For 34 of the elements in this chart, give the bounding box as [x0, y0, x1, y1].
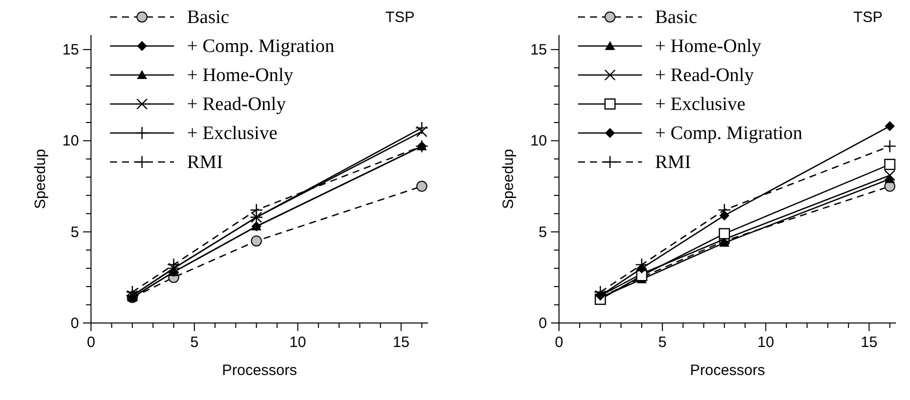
y-tick-label: 0 — [538, 315, 547, 332]
chart-title: TSP — [853, 9, 883, 26]
legend-label: RMI — [187, 152, 223, 173]
y-tick-label: 10 — [530, 132, 547, 150]
legend-label: + Read-Only — [655, 65, 754, 86]
y-tick-label: 10 — [62, 132, 79, 150]
x-tick-label: 10 — [757, 334, 774, 351]
legend-label: + Home-Only — [655, 36, 762, 57]
legend-label: Basic — [187, 7, 230, 28]
legend-label: + Comp. Migration — [655, 123, 803, 144]
legend-label: Basic — [655, 7, 698, 28]
legend-label: + Exclusive — [655, 94, 746, 115]
x-tick-label: 0 — [86, 334, 96, 351]
chart-title: TSP — [385, 9, 415, 26]
x-tick-label: 5 — [190, 334, 199, 351]
legend-label: RMI — [655, 152, 691, 173]
y-tick-label: 5 — [70, 224, 79, 241]
x-tick-label: 0 — [554, 334, 564, 351]
x-axis-title: Processors — [690, 362, 766, 379]
y-tick-label: 0 — [70, 315, 79, 332]
legend-label: + Exclusive — [187, 123, 278, 144]
y-axis-title: Speedup — [500, 148, 517, 210]
y-axis-title: Speedup — [32, 148, 49, 210]
legend-label: + Home-Only — [187, 65, 294, 86]
x-axis-title: Processors — [222, 362, 298, 379]
legend-label: + Read-Only — [187, 94, 286, 115]
y-tick-label: 5 — [538, 224, 547, 241]
x-tick-label: 5 — [658, 334, 667, 351]
y-tick-label: 15 — [530, 42, 547, 59]
x-tick-label: 10 — [289, 334, 306, 351]
legend-label: + Comp. Migration — [187, 36, 335, 57]
y-tick-label: 15 — [62, 42, 79, 59]
x-tick-label: 15 — [860, 334, 878, 351]
x-tick-label: 15 — [392, 334, 410, 351]
